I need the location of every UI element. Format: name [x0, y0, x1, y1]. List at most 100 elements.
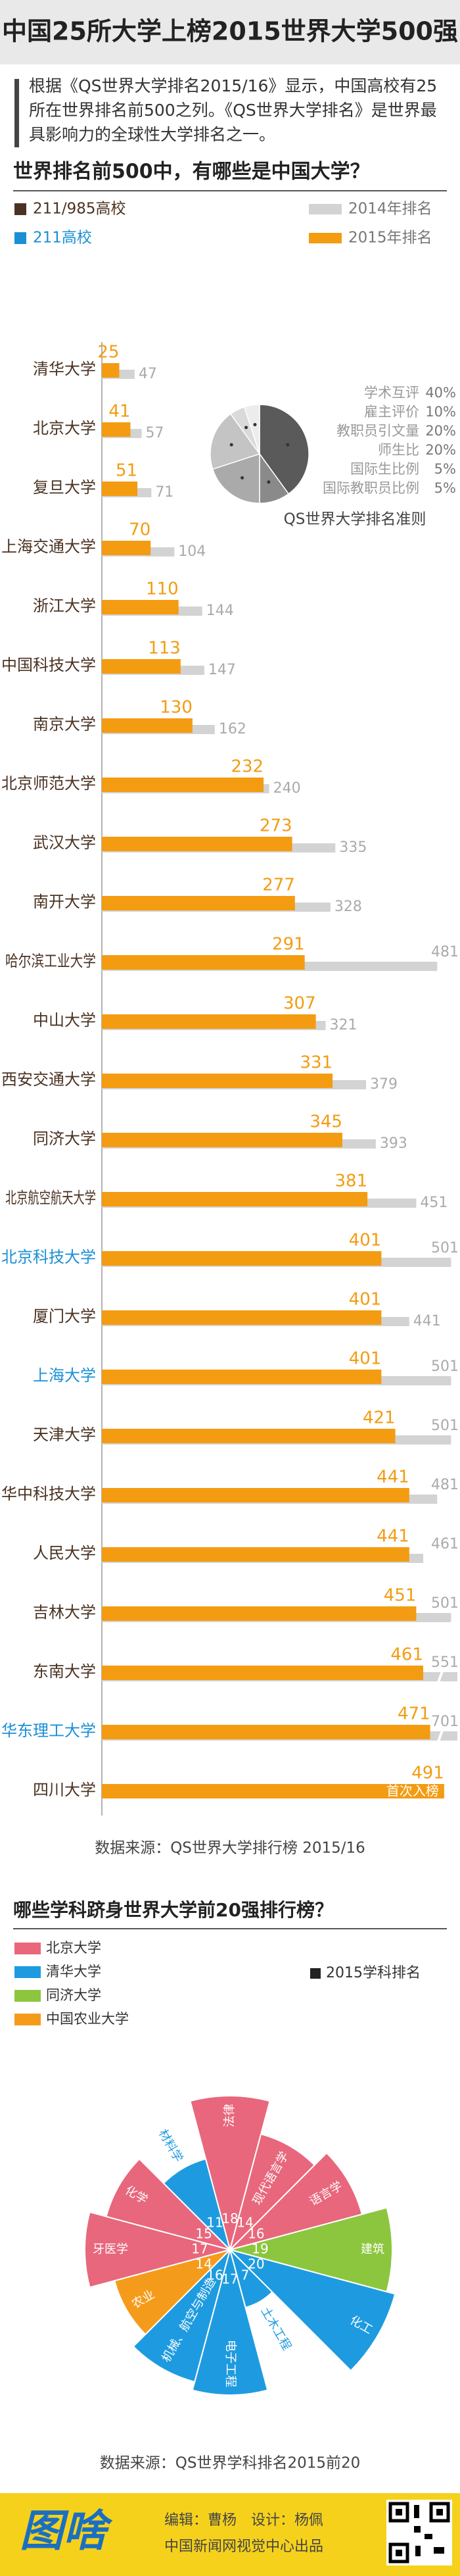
pie-title: QS世界大学排名准则 [284, 511, 426, 528]
rose-value-label: 7 [241, 2267, 250, 2283]
legend-label: 2015学科排名 [326, 1965, 421, 1981]
value-label-2014: 321 [330, 1017, 357, 1033]
legend-label: 中国农业大学 [46, 2011, 129, 2027]
category-label: 上海交通大学 [1, 537, 96, 556]
value-label-2015: 51 [116, 461, 137, 481]
bar-2015 [102, 1192, 368, 1206]
category-label: 同济大学 [33, 1129, 96, 1148]
category-label: 复旦大学 [33, 478, 96, 497]
intro-text: 根据《QS世界大学排名2015/16》显示，中国高校有25所在世界排名前500之… [29, 76, 438, 144]
rose-category-label: 法律 [223, 2104, 237, 2127]
bar-2015 [102, 482, 138, 496]
bar-2015 [102, 363, 120, 378]
qr-code [386, 2500, 452, 2565]
source-note: 数据来源：QS世界大学排行榜 2015/16 [95, 1840, 365, 1857]
section-title: 世界排名前500中，有哪些是中国大学？ [13, 161, 370, 184]
value-label-2014: 147 [208, 662, 236, 678]
rose-category-label: 材料学 [156, 2127, 185, 2165]
rose-sector [105, 2158, 233, 2251]
bar-2015 [102, 1014, 316, 1029]
legend-label: 2014年排名 [348, 201, 432, 218]
bar-2015 [102, 1370, 382, 1384]
title-band [0, 0, 460, 64]
pie-value-label: 5% [434, 480, 456, 496]
rose-value-label: 17 [221, 2271, 238, 2287]
bar-2015 [102, 1074, 333, 1088]
category-label: 北京航空航天大学 [5, 1189, 96, 1207]
legend-label: 同济大学 [46, 1987, 101, 2003]
value-label-2014: 481 [431, 1477, 459, 1493]
bar-2015 [102, 1784, 444, 1798]
category-label: 哈尔滨工业大学 [5, 952, 96, 970]
pie-legend-label: 教职员引文量 [336, 423, 419, 439]
rose-value-label: 11 [206, 2215, 223, 2231]
pie-value-label: 20% [425, 423, 456, 439]
rose-value-label: 16 [248, 2226, 264, 2242]
bar-2015 [102, 541, 151, 555]
category-label: 华东理工大学 [1, 1721, 96, 1740]
value-label-2014: 71 [155, 484, 173, 501]
rose-value-label: 18 [221, 2211, 238, 2227]
annotation: 首次入榜 [386, 1783, 439, 1799]
rose-value-label: 20 [248, 2256, 264, 2272]
category-label: 华中科技大学 [1, 1485, 96, 1503]
category-label: 北京师范大学 [1, 774, 96, 793]
axis-break [436, 1728, 444, 1744]
value-label-2015: 471 [398, 1704, 430, 1724]
legend-label: 211高校 [33, 230, 92, 247]
bar-2015 [102, 718, 193, 733]
value-label-2015: 232 [231, 757, 264, 777]
category-label: 南京大学 [33, 715, 96, 733]
bar-2015 [102, 600, 179, 614]
legend-swatch [14, 2014, 41, 2025]
value-label-2015: 307 [283, 994, 316, 1014]
value-label-2015: 277 [262, 876, 295, 895]
rose-sector [83, 2211, 233, 2289]
value-label-2014: 461 [431, 1536, 459, 1552]
bar-2015 [102, 778, 264, 792]
value-label-2014: 701 [431, 1714, 459, 1730]
rose-category-label: 建筑 [361, 2242, 384, 2256]
bar-2015 [102, 1488, 409, 1502]
value-label-2015: 113 [148, 639, 181, 658]
value-label-2015: 70 [129, 520, 150, 540]
bar-2015 [102, 955, 305, 970]
legend-swatch [310, 1968, 321, 1979]
category-label: 四川大学 [33, 1781, 96, 1799]
pie-slice [212, 453, 260, 504]
value-label-2014: 144 [206, 603, 234, 619]
value-label-2014: 162 [219, 721, 246, 737]
value-label-2015: 25 [97, 343, 119, 362]
category-label: 人民大学 [33, 1544, 96, 1562]
value-label-2014: 451 [420, 1195, 448, 1211]
value-label-2015: 441 [377, 1468, 409, 1487]
category-label: 北京科技大学 [1, 1248, 96, 1266]
bar-2015 [102, 1606, 417, 1621]
footer-credits: 编辑：曹杨 设计：杨佩 [164, 2512, 323, 2529]
value-label-2015: 491 [411, 1764, 444, 1783]
bar-2015 [102, 1666, 424, 1680]
category-label: 中山大学 [33, 1011, 96, 1029]
pie-legend-label: 学术互评 [364, 385, 419, 401]
bar-2015 [102, 1133, 342, 1147]
category-label: 天津大学 [33, 1425, 96, 1444]
category-label: 西安交通大学 [1, 1070, 96, 1089]
slice-dot [267, 480, 271, 484]
source-note: 数据来源：QS世界学科排名2015前20 [100, 2455, 361, 2472]
rose-sector [113, 2248, 233, 2336]
legend-label: 2015年排名 [348, 230, 432, 247]
slice-dot [229, 443, 233, 447]
value-label-2014: 240 [273, 780, 301, 797]
value-label-2014: 328 [334, 899, 362, 915]
bar-2015 [102, 1251, 382, 1266]
value-label-2015: 421 [363, 1408, 396, 1428]
category-label: 东南大学 [33, 1662, 96, 1681]
value-label-2014: 501 [431, 1240, 459, 1256]
rose-sector [227, 2248, 396, 2372]
slice-dot [241, 476, 244, 480]
value-label-2015: 110 [146, 580, 179, 599]
value-label-2015: 381 [335, 1172, 368, 1191]
rose-sector [132, 2247, 231, 2383]
pie-slice [243, 404, 260, 455]
